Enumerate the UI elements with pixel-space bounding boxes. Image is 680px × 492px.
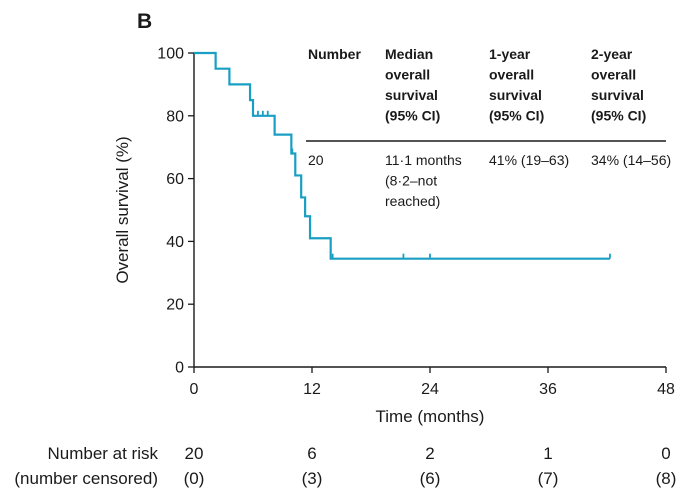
summary-header-text: 2-year (591, 46, 633, 62)
x-tick-label: 0 (190, 381, 199, 398)
summary-cell-text: (8·2–not (385, 173, 437, 189)
at-risk-count: 1 (543, 444, 552, 463)
censored-count: (3) (302, 469, 323, 488)
summary-cell-text: 34% (14–56) (591, 152, 671, 168)
axes: 0 20 40 60 80 100 0 12 24 36 48 (157, 46, 675, 399)
summary-cell-text: reached) (385, 193, 440, 209)
censored-count: (0) (184, 469, 205, 488)
summary-header-text: (95% CI) (385, 108, 440, 124)
risk-label: Number at risk (47, 444, 158, 463)
censored-count: (6) (420, 469, 441, 488)
summary-cell-text: 20 (308, 152, 324, 168)
at-risk-count: 20 (185, 444, 204, 463)
y-tick-label: 100 (157, 46, 184, 63)
y-tick-label: 60 (166, 171, 184, 188)
censored-label: (number censored) (14, 469, 158, 488)
survival-curve-group (194, 51, 611, 260)
censored-count: (8) (656, 469, 677, 488)
survival-curve (194, 51, 610, 260)
summary-cell-text: 41% (19–63) (489, 152, 569, 168)
summary-header-text: (95% CI) (489, 108, 544, 124)
summary-header-text: survival (385, 87, 438, 103)
at-risk-count: 6 (307, 444, 316, 463)
summary-header-text: survival (591, 87, 644, 103)
panel-label: B (137, 10, 152, 33)
summary-header-text: overall (489, 67, 534, 83)
at-risk-count: 0 (661, 444, 670, 463)
risk-table: Number at risk(number censored)20(0)6(3)… (14, 444, 676, 488)
summary-table: Number Median overall survival (95% CI) 1-yea… (306, 46, 671, 209)
censored-count: (7) (538, 469, 559, 488)
y-axis-label: Overall survival (%) (113, 136, 132, 283)
summary-header-text: Number (308, 46, 361, 62)
summary-header-text: overall (591, 67, 636, 83)
y-tick-label: 40 (166, 234, 184, 251)
summary-header-text: survival (489, 87, 542, 103)
x-tick-label: 48 (657, 381, 675, 398)
x-tick-label: 12 (303, 381, 321, 398)
x-tick-label: 24 (421, 381, 439, 398)
summary-header-text: Median (385, 46, 433, 62)
y-tick-label: 20 (166, 297, 184, 314)
x-axis-label: Time (months) (376, 407, 485, 426)
summary-header-text: (95% CI) (591, 108, 646, 124)
summary-header-text: overall (385, 67, 430, 83)
at-risk-count: 2 (425, 444, 434, 463)
summary-header-text: 1-year (489, 46, 531, 62)
y-tick-label: 0 (175, 360, 184, 377)
y-tick-label: 80 (166, 108, 184, 125)
x-tick-label: 36 (539, 381, 557, 398)
summary-cell-text: 11·1 months (385, 152, 462, 168)
